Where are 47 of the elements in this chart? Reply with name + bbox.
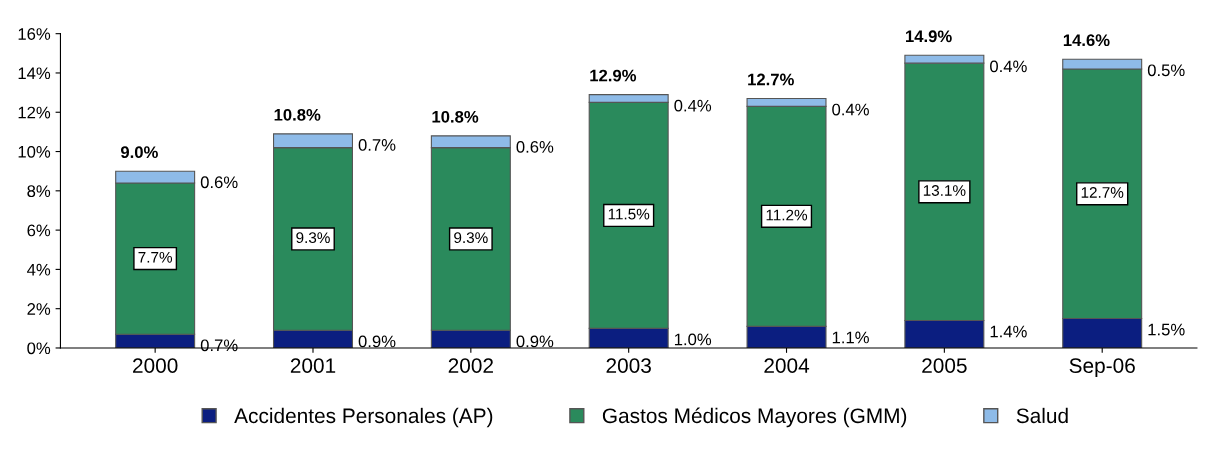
x-tick-label: 2001 [290,358,336,373]
annotation: 0.4% [832,103,869,116]
y-tick-label: 12% [18,106,51,119]
annotation: 0.6% [200,176,238,189]
y-tick-label: 8% [27,185,51,198]
data-label: 11.5% [608,208,650,220]
annotation: 0.9% [516,335,554,348]
legend-label: Gastos Médicos Mayores (GMM) [602,407,907,428]
data-label: 7.7% [138,251,173,263]
data-label: 12.7% [1081,187,1124,198]
y-tick-label: 16% [18,28,51,40]
legend-label: Accidentes Personales (AP) [234,407,493,428]
total-label: 12.9% [590,69,637,82]
x-tick-label: 2000 [133,358,178,373]
total-label: 9.0% [120,146,158,159]
annotation: 0.4% [674,99,712,112]
total-label: 10.8% [274,108,321,121]
annotation: 0.6% [516,140,554,153]
y-tick-label: 4% [27,263,51,276]
x-tick-label: 2004 [764,358,810,373]
annotation: 1.0% [674,333,712,346]
data-label: 9.3% [454,232,488,244]
x-tick-label: 2003 [606,358,651,373]
x-tick-label: Sep-06 [1069,358,1135,378]
total-label: 10.8% [432,110,479,123]
y-tick-label: 0% [27,342,51,355]
annotation: 1.4% [990,325,1027,338]
total-label: 14.6% [1063,34,1110,47]
annotation: 0.7% [358,139,396,151]
data-label: 11.2% [766,209,808,221]
x-tick-label: 2002 [448,358,493,373]
annotation: 0.4% [990,60,1027,73]
total-label: 14.9% [906,30,952,43]
data-label: 9.3% [296,232,330,244]
legend-label: Salud [1016,407,1068,424]
annotation: 0.5% [1147,64,1185,77]
x-tick-label: 2005 [922,358,967,373]
annotation: 0.7% [200,339,238,352]
annotation: 1.1% [832,331,869,344]
y-tick-label: 10% [18,145,51,158]
annotation: 0.9% [358,335,396,348]
y-tick-label: 14% [18,67,51,80]
annotation: 1.5% [1148,323,1185,336]
data-label: 13.1% [923,185,966,196]
y-tick-label: 2% [27,303,51,315]
y-tick-label: 6% [27,224,51,237]
total-label: 12.7% [748,73,794,86]
